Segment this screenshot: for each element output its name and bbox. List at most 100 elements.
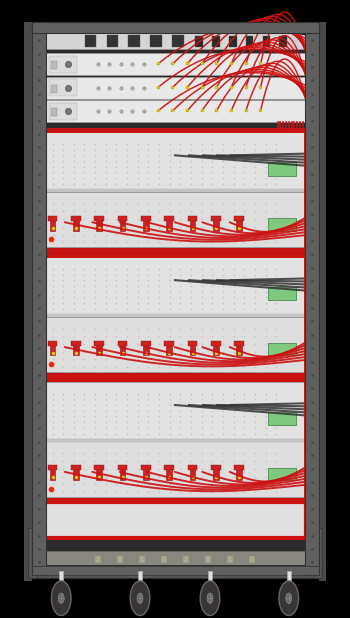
Bar [268,287,296,300]
Bar [234,465,244,470]
Bar [246,36,253,47]
Bar [195,36,203,47]
Bar [268,468,296,480]
Bar [106,35,118,47]
Bar [164,465,174,470]
Circle shape [286,593,292,603]
Circle shape [58,593,64,603]
Bar [164,341,174,345]
Bar [73,467,79,480]
Bar [71,465,81,470]
Bar [304,22,318,575]
Circle shape [200,581,220,616]
Bar [51,108,57,116]
Bar [28,565,322,578]
Bar [85,35,96,47]
Bar [50,467,55,480]
Bar [213,342,219,355]
Bar [268,162,296,176]
Bar [249,556,255,563]
Bar [118,216,127,221]
Bar [118,341,127,345]
Bar [95,556,101,563]
Bar [32,566,318,575]
Bar [94,216,104,221]
Bar [150,35,162,47]
Bar [143,342,149,355]
Bar [143,467,149,480]
Bar [279,36,287,47]
Bar [213,217,219,231]
Bar [161,556,167,563]
Bar [236,467,242,480]
Bar [166,342,172,355]
Bar [120,217,125,231]
Bar [32,22,318,575]
Bar [96,467,102,480]
Bar [234,341,244,345]
Bar [94,341,104,345]
Bar [188,216,197,221]
Bar [73,217,79,231]
Bar [287,570,291,586]
Circle shape [130,581,150,616]
Bar [71,216,81,221]
Bar [32,22,318,33]
Bar [213,467,219,480]
Bar [49,79,77,96]
Bar [96,342,102,355]
Bar [48,216,57,221]
Bar [46,100,304,122]
Bar [190,342,195,355]
Bar [128,35,140,47]
Bar [141,216,151,221]
Bar [44,379,306,500]
Bar [166,467,172,480]
Bar [28,528,37,578]
Bar [46,189,304,192]
Bar [205,556,211,563]
Bar [227,556,233,563]
Bar [268,343,296,355]
Bar [51,61,57,69]
Bar [212,36,220,47]
Bar [211,216,221,221]
Circle shape [207,593,213,603]
Bar [46,257,304,315]
Bar [46,314,304,317]
Bar [48,341,57,345]
Bar [120,342,125,355]
Bar [166,217,172,231]
Bar [50,217,55,231]
Circle shape [137,593,143,603]
Bar [141,341,151,345]
Bar [190,467,195,480]
Bar [313,528,322,578]
Bar [46,192,304,247]
Bar [229,36,237,47]
Bar [211,465,221,470]
Bar [44,130,306,250]
Bar [236,342,242,355]
Bar [211,341,221,345]
Bar [117,556,123,563]
Bar [141,465,151,470]
Bar [44,502,306,538]
Bar [234,216,244,221]
Bar [118,465,127,470]
Bar [49,56,77,73]
Bar [164,216,174,221]
Bar [143,217,149,231]
Circle shape [279,581,299,616]
Bar [50,342,55,355]
Bar [59,570,63,586]
Bar [190,217,195,231]
Bar [120,467,125,480]
Bar [172,35,184,47]
Bar [183,556,189,563]
Bar [46,441,304,497]
Bar [318,22,326,581]
Bar [188,465,197,470]
Bar [138,570,142,586]
Bar [94,465,104,470]
